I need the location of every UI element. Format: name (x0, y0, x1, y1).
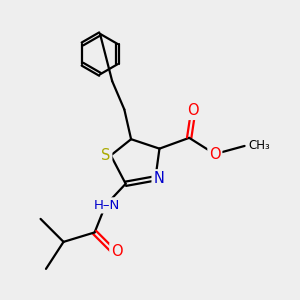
Text: O: O (209, 147, 221, 162)
Text: CH₃: CH₃ (249, 140, 270, 152)
Text: O: O (111, 244, 123, 259)
Text: H–N: H–N (94, 199, 120, 212)
Text: N: N (153, 171, 164, 186)
Text: O: O (188, 103, 199, 118)
Text: S: S (101, 148, 111, 163)
